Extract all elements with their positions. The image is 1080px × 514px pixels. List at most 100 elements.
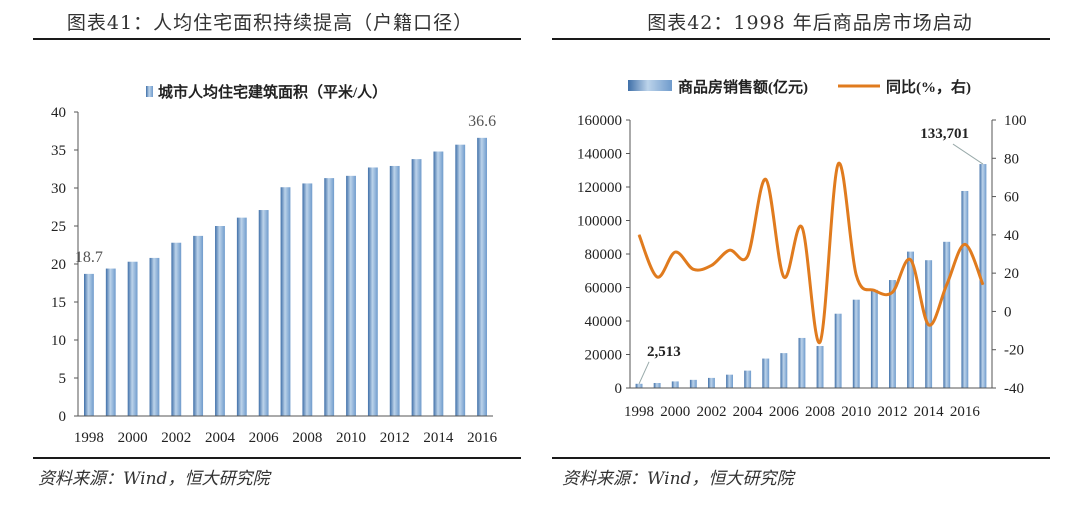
right-yoy-point-2002 bbox=[710, 264, 712, 266]
right-bar-2010 bbox=[852, 299, 860, 388]
left-legend: 城市人均住宅建筑面积（平米/人） bbox=[146, 83, 387, 101]
right-bar-2011 bbox=[870, 289, 878, 388]
left-bar-2004 bbox=[215, 226, 225, 416]
right-annotation-leader bbox=[638, 361, 650, 384]
left-bar-2005 bbox=[236, 217, 247, 416]
right-yoy-point-2010 bbox=[855, 274, 857, 276]
right-x-tick-label: 2004 bbox=[733, 404, 764, 420]
right-data-label: 133,701 bbox=[920, 126, 969, 142]
right-right-y-tick-label: -20 bbox=[1004, 343, 1024, 359]
left-x-tick-label: 2016 bbox=[467, 430, 498, 446]
left-bar-2013 bbox=[411, 159, 422, 416]
right-bar-2012 bbox=[889, 280, 896, 388]
right-bar-2002 bbox=[708, 377, 715, 388]
left-bar-2006 bbox=[258, 210, 269, 416]
right-yoy-point-2011 bbox=[873, 289, 875, 291]
left-data-label: 36.6 bbox=[468, 113, 496, 130]
right-figure-title: 图表42：1998 年后商品房市场启动 bbox=[647, 12, 973, 34]
left-x-tick-label: 2006 bbox=[249, 430, 280, 446]
left-y-tick-label: 25 bbox=[51, 219, 66, 235]
right-left-y-tick-label: 40000 bbox=[585, 314, 623, 330]
right-bar-1999 bbox=[653, 382, 661, 388]
right-bar-2003 bbox=[726, 374, 733, 388]
left-figure-title: 图表41：人均住宅面积持续提高（户籍口径） bbox=[66, 12, 474, 34]
right-bar-1998 bbox=[635, 383, 643, 388]
right-yoy-point-2003 bbox=[729, 249, 731, 251]
right-yoy-point-2014 bbox=[928, 324, 930, 326]
left-bar-1999 bbox=[105, 268, 116, 416]
right-x-tick-label: 2002 bbox=[696, 404, 726, 420]
right-right-y-tick-label: -40 bbox=[1004, 381, 1024, 397]
right-x-tick-label: 2000 bbox=[660, 404, 690, 420]
right-left-y-tick-label: 140000 bbox=[577, 147, 622, 163]
right-yoy-point-2006 bbox=[783, 276, 785, 278]
right-yoy-point-2005 bbox=[765, 178, 767, 180]
right-x-tick-label: 2016 bbox=[950, 404, 981, 420]
left-x-tick-label: 2000 bbox=[118, 430, 148, 446]
left-y-tick-label: 0 bbox=[59, 409, 67, 425]
left-y-tick-label: 5 bbox=[59, 371, 67, 387]
right-x-tick-label: 2010 bbox=[841, 404, 871, 420]
left-bar-2001 bbox=[149, 257, 160, 416]
right-x-tick-label: 2006 bbox=[769, 404, 800, 420]
right-bar-2000 bbox=[671, 381, 679, 388]
right-left-y-tick-label: 60000 bbox=[585, 281, 623, 297]
right-left-y-tick-label: 0 bbox=[615, 381, 623, 397]
right-bar-2013 bbox=[907, 251, 914, 388]
right-left-y-tick-label: 80000 bbox=[585, 247, 623, 263]
left-bar-2016 bbox=[477, 137, 487, 416]
right-legend-line-label: 同比(%，右) bbox=[886, 78, 971, 96]
right-x-tick-label: 2012 bbox=[877, 404, 907, 420]
right-figure-panel: 图表42：1998 年后商品房市场启动 商品房销售额(亿元) 同比(%，右) 0… bbox=[540, 0, 1080, 514]
right-bar-2016 bbox=[961, 190, 969, 388]
right-x-tick-label: 1998 bbox=[624, 404, 654, 420]
left-legend-swatch bbox=[146, 86, 153, 97]
left-bottom-rule bbox=[33, 457, 521, 459]
right-right-y-tick-label: 20 bbox=[1004, 266, 1019, 282]
right-yoy-point-2017 bbox=[982, 284, 984, 286]
right-left-y-tick-label: 20000 bbox=[585, 348, 623, 364]
right-yoy-point-2016 bbox=[964, 243, 966, 245]
left-x-tick-label: 2008 bbox=[292, 430, 322, 446]
right-left-y-tick-label: 100000 bbox=[577, 214, 622, 230]
right-bar-2005 bbox=[762, 358, 770, 388]
left-bar-2015 bbox=[455, 144, 466, 416]
right-right-y-tick-label: 80 bbox=[1004, 151, 1019, 167]
right-yoy-point-2000 bbox=[674, 251, 676, 253]
right-right-y-tick-label: 0 bbox=[1004, 304, 1012, 320]
left-bar-chart: 城市人均住宅建筑面积（平米/人） 0 5 10 15 20 25 30 35 40 1998 20… bbox=[51, 83, 498, 446]
right-yoy-point-2008 bbox=[819, 341, 821, 343]
left-bar-2009 bbox=[324, 178, 335, 416]
left-bar-2002 bbox=[171, 242, 182, 416]
left-bar-2008 bbox=[302, 183, 313, 416]
right-right-y-tick-label: 100 bbox=[1004, 113, 1027, 129]
left-x-tick-label: 2002 bbox=[161, 430, 191, 446]
left-x-tick-label: 1998 bbox=[74, 430, 104, 446]
right-bar-2006 bbox=[780, 353, 788, 388]
left-y-tick-label: 20 bbox=[51, 257, 66, 273]
left-bar-2012 bbox=[389, 165, 400, 416]
left-bar-1998 bbox=[84, 273, 94, 416]
right-yoy-point-2009 bbox=[837, 163, 839, 165]
right-x-tick-label: 2014 bbox=[914, 404, 945, 420]
right-yoy-line bbox=[637, 161, 985, 344]
right-legend-bar-swatch bbox=[628, 80, 672, 91]
right-x-tick-label: 2008 bbox=[805, 404, 835, 420]
left-y-tick-label: 35 bbox=[51, 143, 66, 159]
left-bar-2003 bbox=[193, 235, 204, 416]
right-yoy-point-2015 bbox=[946, 284, 948, 286]
right-bottom-rule bbox=[552, 457, 1050, 459]
left-bar-2000 bbox=[127, 261, 138, 416]
left-data-label: 18.7 bbox=[75, 249, 103, 266]
right-left-y-tick-label: 160000 bbox=[577, 113, 622, 129]
right-bar-2009 bbox=[834, 313, 842, 388]
left-top-rule bbox=[33, 38, 521, 40]
right-source-note: 资料来源：Wind，恒大研究院 bbox=[562, 469, 794, 489]
right-bar-2017 bbox=[979, 164, 987, 388]
right-yoy-point-2007 bbox=[801, 226, 803, 228]
right-data-label: 2,513 bbox=[647, 344, 681, 360]
right-bar-2008 bbox=[816, 346, 824, 388]
right-yoy-point-2004 bbox=[747, 255, 749, 257]
left-bar-2014 bbox=[433, 151, 444, 416]
right-bar-2001 bbox=[689, 379, 697, 388]
